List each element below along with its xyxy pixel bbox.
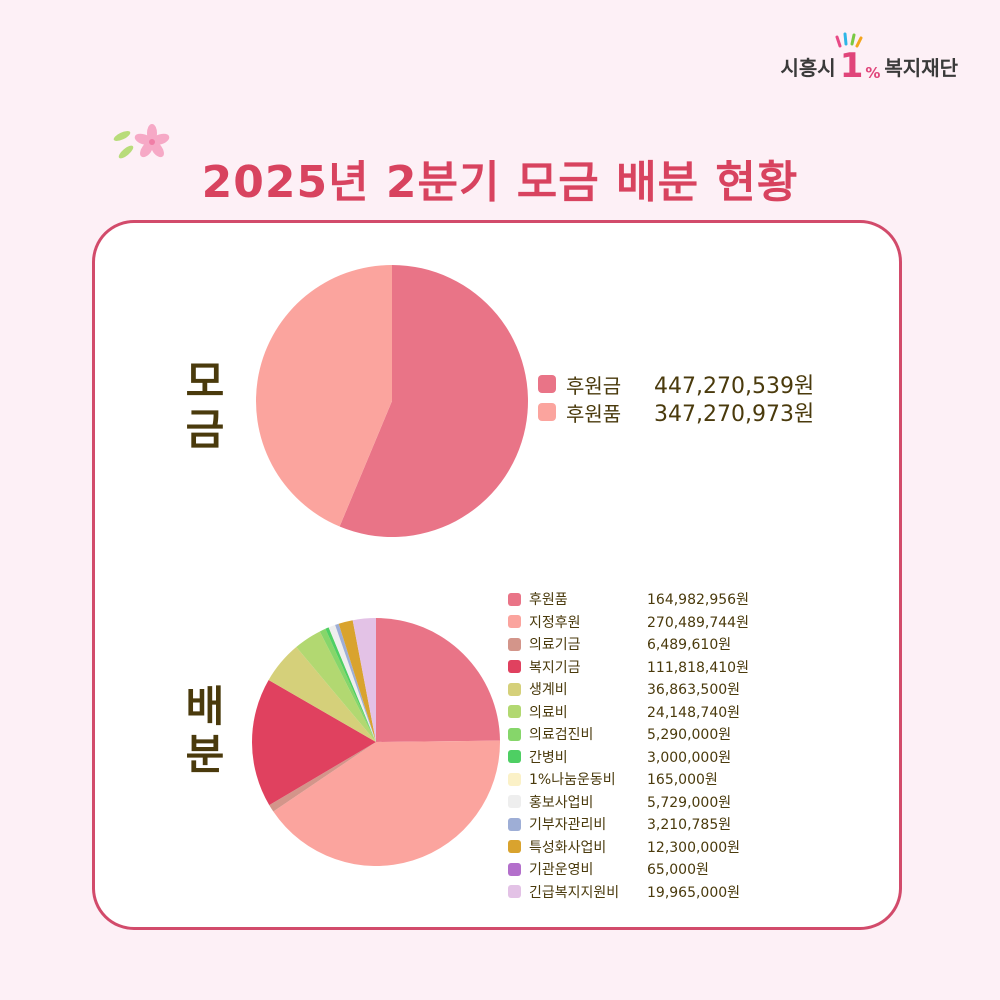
- legend-item: 의료검진비 5,290,000원: [508, 723, 749, 746]
- legend-value: 6,489,610원: [647, 637, 732, 654]
- legend-item: 1%나눔운동비 165,000원: [508, 768, 749, 791]
- legend-value: 12,300,000원: [647, 839, 741, 856]
- legend-item: 후원금 447,270,539원: [538, 370, 815, 399]
- legend-value: 36,863,500원: [647, 682, 741, 699]
- legend-item: 간병비 3,000,000원: [508, 746, 749, 769]
- legend-value: 65,000원: [647, 862, 709, 879]
- legend-label: 후원품: [566, 401, 622, 426]
- legend-value: 447,270,539원: [654, 374, 815, 399]
- pie-slice-11: [335, 623, 376, 742]
- legend-label: 후원품: [529, 592, 568, 609]
- fundraising-pie-chart: [256, 265, 528, 537]
- legend-label: 1%나눔운동비: [529, 772, 616, 789]
- legend-item: 기부자관리비 3,210,785원: [508, 813, 749, 836]
- legend-swatch: [508, 705, 521, 719]
- legend-swatch: [508, 727, 521, 741]
- legend-label: 생계비: [529, 682, 568, 699]
- legend-label: 복지기금: [529, 659, 581, 676]
- logo-percent: %: [865, 64, 881, 82]
- logo-prefix: 시흥시: [780, 55, 836, 80]
- pie-slice-2: [256, 265, 392, 527]
- legend-value: 3,000,000원: [647, 749, 732, 766]
- pie-slice-8: [325, 627, 376, 742]
- pie-slice-3: [269, 742, 376, 812]
- legend-label: 지정후원: [529, 614, 581, 631]
- legend-item: 기관운영비 65,000원: [508, 858, 749, 881]
- legend-label: 기관운영비: [529, 862, 594, 879]
- legend-item: 생계비 36,863,500원: [508, 678, 749, 701]
- legend-value: 3,210,785원: [647, 817, 732, 834]
- legend-label: 홍보사업비: [529, 794, 594, 811]
- legend-swatch: [508, 885, 521, 899]
- legend-swatch: [508, 817, 521, 831]
- pie-slice-4: [252, 679, 376, 806]
- logo-rays-icon: [835, 32, 863, 48]
- legend-swatch: [508, 750, 521, 764]
- legend-swatch: [508, 660, 521, 674]
- legend-swatch: [538, 375, 556, 393]
- logo-suffix: 복지재단: [884, 55, 958, 80]
- legend-label: 의료비: [529, 704, 568, 721]
- legend-value: 164,982,956원: [647, 592, 749, 609]
- legend-swatch: [538, 403, 556, 421]
- distribution-pie-chart: [252, 618, 500, 866]
- legend-item: 특성화사업비 12,300,000원: [508, 836, 749, 859]
- pie-slice-1: [376, 618, 500, 742]
- legend-value: 347,270,973원: [654, 402, 815, 427]
- pie-slice-6: [296, 631, 376, 742]
- pie-slice-12: [338, 620, 376, 742]
- foundation-logo: 시흥시 1 % 복지재단: [780, 32, 958, 86]
- legend-swatch: [508, 772, 521, 786]
- legend-swatch: [508, 840, 521, 854]
- pie-slice-13: [352, 620, 376, 742]
- legend-swatch: [508, 795, 521, 809]
- legend-label: 특성화사업비: [529, 839, 607, 856]
- legend-label: 의료기금: [529, 637, 581, 654]
- legend-item: 지정후원 270,489,744원: [508, 611, 749, 634]
- legend-item: 후원품 347,270,973원: [538, 398, 815, 427]
- pie-slice-9: [328, 627, 376, 742]
- legend-value: 19,965,000원: [647, 884, 741, 901]
- page-title: 2025년 2분기 모금 배분 현황: [201, 157, 799, 208]
- logo-one: 1: [835, 32, 863, 86]
- legend-value: 24,148,740원: [647, 704, 741, 721]
- legend-value: 111,818,410원: [647, 659, 749, 676]
- legend-item: 복지기금 111,818,410원: [508, 656, 749, 679]
- legend-label: 기부자관리비: [529, 817, 607, 834]
- legend-value: 270,489,744원: [647, 614, 749, 631]
- legend-label: 간병비: [529, 749, 568, 766]
- legend-item: 의료기금 6,489,610원: [508, 633, 749, 656]
- pie-slice-5: [268, 647, 376, 742]
- legend-item: 홍보사업비 5,729,000원: [508, 791, 749, 814]
- pie-slice-10: [328, 624, 376, 742]
- legend-item: 의료비 24,148,740원: [508, 701, 749, 724]
- legend-item: 후원품 164,982,956원: [508, 588, 749, 611]
- flower-leaf-icon: [113, 124, 170, 159]
- legend-value: 5,729,000원: [647, 794, 732, 811]
- pie-slice-14: [352, 618, 376, 742]
- legend-swatch: [508, 862, 521, 876]
- legend-swatch: [508, 637, 521, 651]
- pie-slice-2: [273, 740, 500, 866]
- legend-swatch: [508, 615, 521, 629]
- legend-swatch: [508, 592, 521, 606]
- legend-item: 긴급복지지원비 19,965,000원: [508, 881, 749, 904]
- legend-label: 긴급복지지원비: [529, 884, 620, 901]
- legend-value: 5,290,000원: [647, 727, 732, 744]
- pie-slice-1: [339, 265, 528, 537]
- legend-value: 165,000원: [647, 772, 718, 789]
- legend-label: 후원금: [566, 373, 622, 398]
- pie-slice-7: [319, 628, 376, 742]
- legend-swatch: [508, 682, 521, 696]
- legend-label: 의료검진비: [529, 727, 594, 744]
